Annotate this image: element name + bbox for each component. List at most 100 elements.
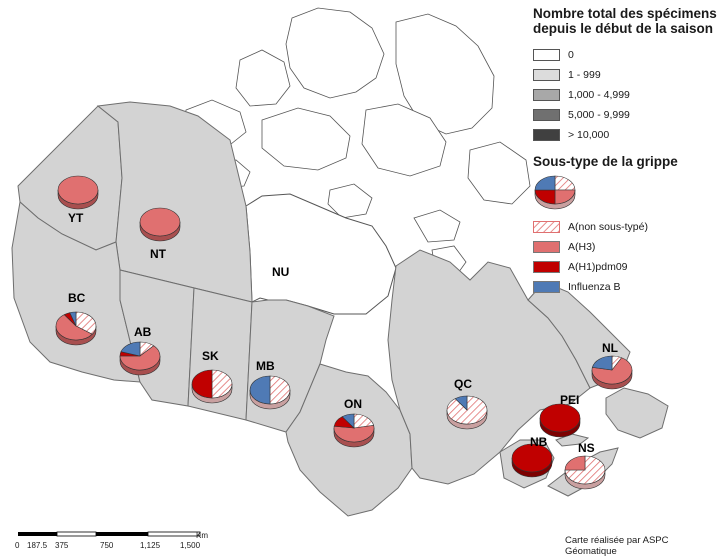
legend-subtype-title: Sous-type de la grippe xyxy=(533,154,678,169)
legend-subtype-label: A(H1)pdm09 xyxy=(568,261,628,273)
region-labels: YT NT NU BC AB SK MB ON QC NL PEI NB NS xyxy=(68,211,618,455)
legend-class-swatch xyxy=(533,89,560,101)
pie-layer xyxy=(55,175,633,490)
pie-slice-nb-ah1 xyxy=(511,443,553,473)
legend-subtype-label: A(H3) xyxy=(568,241,596,253)
pie-slice-legend-ah3 xyxy=(554,189,576,205)
pie-slice-mb-inflb xyxy=(249,375,271,405)
legend-subtype-2: A(H1)pdm09 xyxy=(533,260,628,274)
pie-slice-sk-a-nonsub xyxy=(211,369,233,399)
pie-mb xyxy=(249,375,291,410)
legend-class-1: 1 - 999 xyxy=(533,68,601,82)
pie-yt xyxy=(57,175,99,210)
legend-class-swatch xyxy=(533,109,560,121)
label-ns: NS xyxy=(578,441,595,455)
pie-ns xyxy=(564,455,606,490)
arctic-islands xyxy=(183,7,531,277)
legend-class-0: 0 xyxy=(533,48,574,62)
legend-class-label: 1,000 - 4,999 xyxy=(568,89,630,101)
region-nwt xyxy=(96,101,253,303)
legend-sample-pie xyxy=(534,175,576,210)
region-nunavut xyxy=(245,193,397,315)
legend-subtype-3: Influenza B xyxy=(533,280,621,294)
scale-bar: 0 187.5 375 750 1,125 1,500 Km xyxy=(15,531,208,550)
pie-slice-legend-a-nonsub xyxy=(554,175,576,191)
pie-slice-on-inflb xyxy=(341,413,355,429)
scale-seg-4 xyxy=(147,531,201,537)
label-nt: NT xyxy=(150,247,167,261)
legend-class-swatch xyxy=(533,69,560,81)
scale-tick-1: 187.5 xyxy=(27,541,48,550)
region-newfoundland xyxy=(605,387,669,439)
pie-pei xyxy=(539,403,581,438)
scale-seg-1 xyxy=(18,532,57,536)
label-nu: NU xyxy=(272,265,289,279)
legend-class-label: 5,000 - 9,999 xyxy=(568,109,630,121)
pie-bc xyxy=(55,311,97,346)
pie-qc xyxy=(446,395,488,430)
label-pei: PEI xyxy=(560,393,579,407)
pie-slice-sk-ah1 xyxy=(191,369,213,399)
pie-slice-nl-inflb xyxy=(591,355,613,371)
legend: Nombre total des spécimens depuis le déb… xyxy=(533,6,718,293)
legend-subtype-1: A(H3) xyxy=(533,240,595,254)
pie-slice-pei-ah1 xyxy=(539,403,581,433)
legend-class-swatch xyxy=(533,129,560,141)
pie-slice-qc-inflb xyxy=(454,395,468,411)
pie-nl xyxy=(591,355,633,390)
scale-tick-0: 0 xyxy=(15,541,20,550)
pie-slice-yt-ah3 xyxy=(57,175,99,205)
legend-class-2: 1,000 - 4,999 xyxy=(533,88,630,102)
legend-subtype-label: Influenza B xyxy=(568,281,621,293)
legend-class-label: 1 - 999 xyxy=(568,69,601,81)
pie-slice-legend-inflb xyxy=(534,175,556,191)
pie-ab xyxy=(119,341,161,376)
scale-unit: Km xyxy=(196,531,208,540)
label-yt: YT xyxy=(68,211,84,225)
scale-tick-2: 375 xyxy=(55,541,69,550)
pie-slice-ab-ah3 xyxy=(119,345,161,371)
scale-tick-5: 1,500 xyxy=(180,541,201,550)
pie-slice-ns-a-nonsub xyxy=(564,455,606,485)
legend-class-swatch xyxy=(533,49,560,61)
legend-total-title-1: Nombre total des spécimens xyxy=(533,6,717,21)
map-credit: Carte réalisée par ASPC Géomatique xyxy=(565,535,669,557)
label-bc: BC xyxy=(68,291,86,305)
label-ab: AB xyxy=(134,325,152,339)
pie-slice-legend-ah1 xyxy=(534,189,556,205)
scale-tick-3: 750 xyxy=(100,541,114,550)
legend-subtype-swatch xyxy=(533,221,560,233)
pie-slice-mb-a-nonsub xyxy=(269,375,291,405)
scale-tick-4: 1,125 xyxy=(140,541,161,550)
scale-seg-3 xyxy=(96,532,148,536)
pie-slice-nt-ah3 xyxy=(139,207,181,237)
label-mb: MB xyxy=(256,359,275,373)
legend-subtype-0: A(non sous-typé) xyxy=(533,220,648,234)
pie-nb xyxy=(511,443,553,478)
pie-on xyxy=(333,413,375,448)
label-sk: SK xyxy=(202,349,219,363)
legend-total-title-2: depuis le début de la saison xyxy=(533,21,714,36)
legend-class-4: > 10,000 xyxy=(533,128,609,142)
region-alberta xyxy=(119,269,195,407)
scale-seg-2 xyxy=(56,531,97,537)
pie-slice-bc-ah3 xyxy=(55,314,93,341)
legend-subtype-label: A(non sous-typé) xyxy=(568,221,648,233)
pie-nt xyxy=(139,207,181,242)
pie-slice-bc-a-nonsub xyxy=(75,311,97,335)
label-nb: NB xyxy=(530,435,548,449)
region-quebec xyxy=(387,249,591,485)
label-qc: QC xyxy=(454,377,472,391)
label-nl: NL xyxy=(602,341,618,355)
legend-class-label: 0 xyxy=(568,49,574,61)
pie-slice-nl-ah3 xyxy=(591,357,633,385)
legend-subtype-swatch xyxy=(533,261,560,273)
label-on: ON xyxy=(344,397,362,411)
pie-slice-ns-ah3 xyxy=(564,455,586,471)
pie-slice-on-ah3 xyxy=(333,425,375,443)
legend-class-label: > 10,000 xyxy=(568,129,610,141)
pie-slice-bc-inflb xyxy=(69,311,77,327)
pie-sk xyxy=(191,369,233,404)
legend-subtype-swatch xyxy=(533,281,560,293)
